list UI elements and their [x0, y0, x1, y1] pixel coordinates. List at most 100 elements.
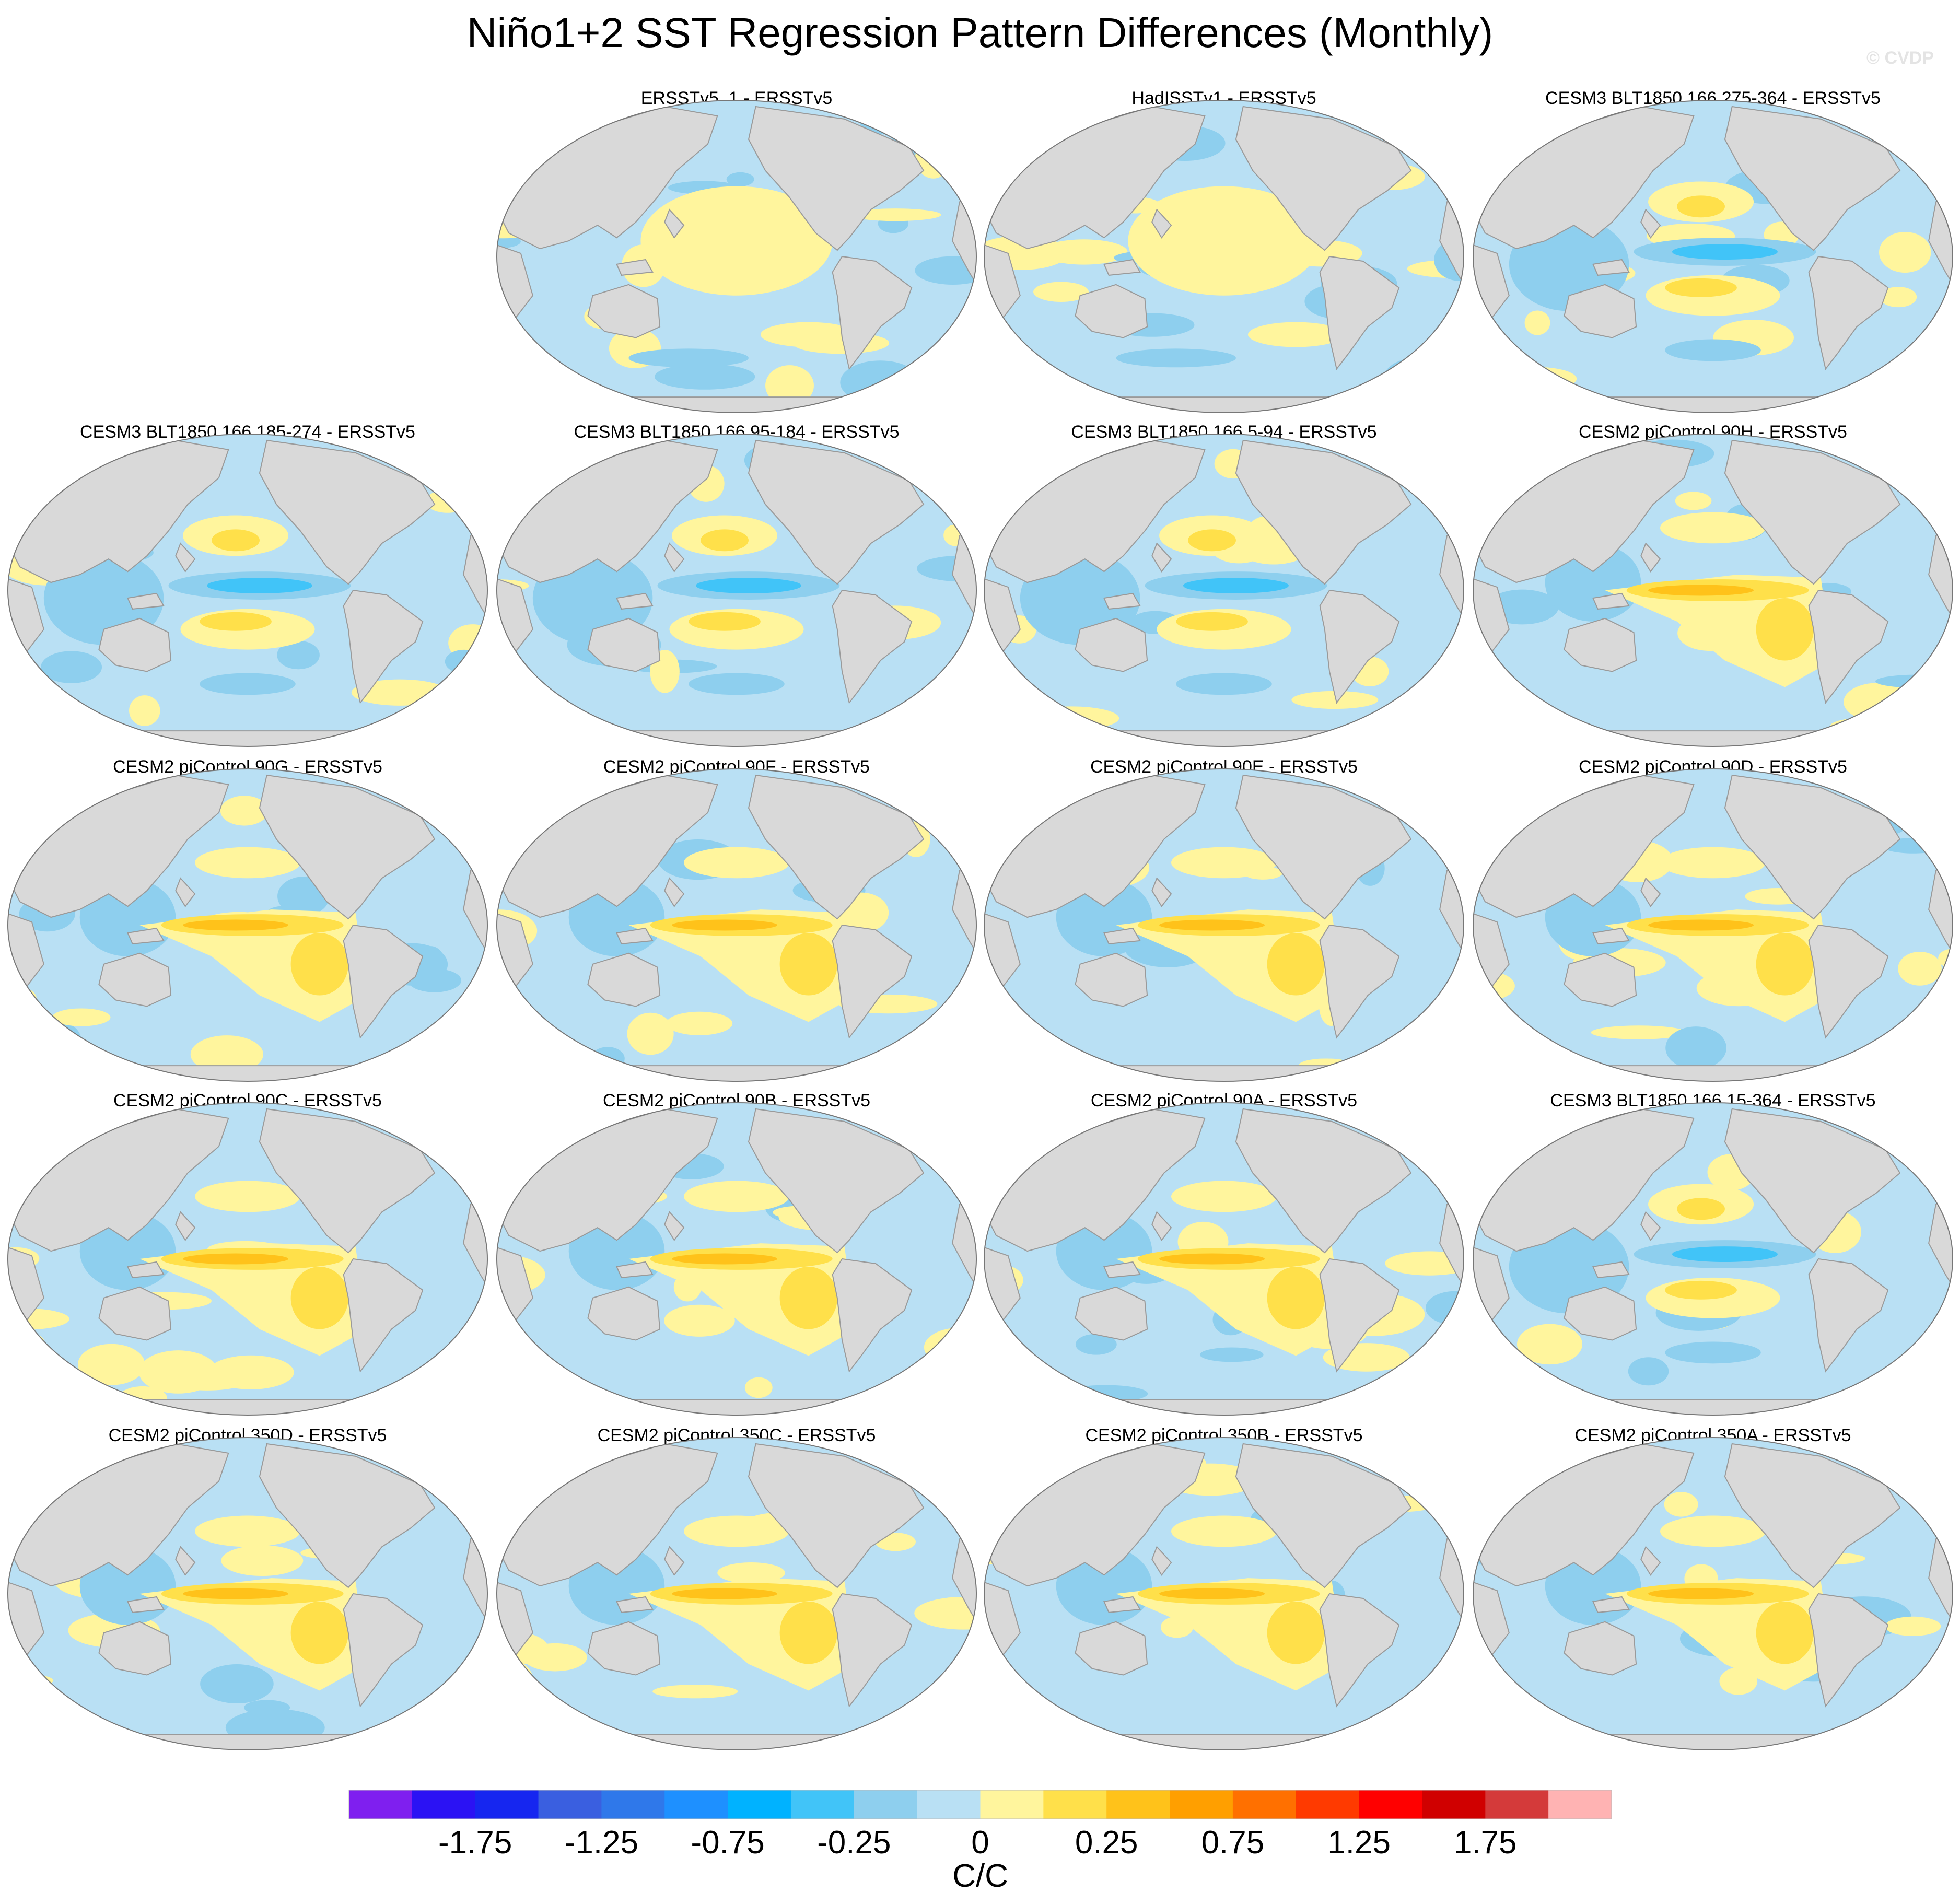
sst-blob	[221, 1545, 304, 1576]
sst-anomaly	[628, 348, 749, 368]
map-outline	[1473, 434, 1953, 747]
sst-anomaly	[1677, 1198, 1725, 1220]
colorbar-tick-label: 1.25	[1327, 1825, 1391, 1861]
sst-blob	[497, 1020, 546, 1049]
map-outline	[7, 1102, 488, 1416]
colorbar-box	[1485, 1790, 1549, 1819]
colorbar-box	[475, 1790, 539, 1819]
map-panel	[1473, 1103, 1953, 1415]
land	[587, 1286, 661, 1341]
sst-blob	[200, 1664, 274, 1704]
sst-blob	[1023, 706, 1119, 730]
land	[587, 284, 661, 338]
sst-blob	[1880, 286, 1917, 308]
sst-blob	[497, 1660, 534, 1704]
sst-blob	[1199, 1347, 1264, 1362]
colorbar-tick-label: 1.75	[1454, 1825, 1517, 1861]
sst-blob	[52, 1008, 111, 1026]
sst-blob	[1830, 717, 1903, 735]
sst-blob	[1473, 971, 1515, 1001]
colorbar-box	[1043, 1790, 1107, 1819]
colorbar-box	[412, 1790, 476, 1819]
sst-blob	[664, 1304, 735, 1337]
land	[1319, 255, 1400, 370]
land	[1640, 1211, 1661, 1241]
colorbar-tick-label: 0.75	[1201, 1825, 1265, 1861]
sst-blob	[717, 1562, 785, 1584]
watermark: © CVDP	[1866, 48, 1934, 68]
sst-anomaly	[1648, 919, 1754, 931]
sst-anomaly	[1660, 1515, 1766, 1547]
colorbar-box	[1232, 1790, 1297, 1819]
land	[984, 240, 1021, 328]
sst-blob	[207, 1355, 294, 1389]
land	[832, 924, 913, 1039]
land	[1564, 284, 1637, 338]
land	[616, 927, 654, 944]
land	[1439, 185, 1464, 306]
sst-blob	[765, 365, 814, 406]
sst-blob	[1473, 1465, 1515, 1504]
sst-anomaly	[1660, 512, 1766, 544]
map-panel	[984, 769, 1464, 1081]
land	[1808, 255, 1889, 370]
sst-blob	[1516, 1324, 1583, 1365]
map-outline	[984, 768, 1464, 1082]
sst-blob	[934, 793, 976, 809]
sst-anomaly	[1648, 1588, 1754, 1599]
land	[664, 1546, 685, 1576]
sst-blob	[1473, 434, 1490, 472]
land	[984, 1577, 1021, 1665]
sst-blob	[726, 172, 754, 186]
sst-anomaly	[1171, 1181, 1277, 1212]
sst-anomaly	[779, 932, 837, 996]
colorbar-box	[980, 1790, 1044, 1819]
land	[175, 1211, 196, 1241]
sst-anomaly	[290, 1601, 348, 1664]
sst-anomaly	[689, 612, 761, 631]
land	[832, 1593, 913, 1708]
sst-blob	[1591, 1025, 1687, 1039]
map-panel	[1473, 434, 1953, 746]
land	[1928, 1522, 1953, 1643]
land	[587, 1621, 661, 1676]
map-panel	[984, 434, 1464, 746]
colorbar-tick-label: -1.75	[438, 1825, 512, 1861]
sst-blob	[78, 1344, 145, 1385]
sst-anomaly	[695, 578, 801, 593]
sst-blob	[1075, 1334, 1117, 1355]
land	[616, 259, 654, 276]
land	[98, 952, 172, 1007]
land	[984, 574, 1021, 661]
land	[1151, 1211, 1172, 1241]
land	[497, 240, 533, 328]
land	[1808, 1258, 1889, 1373]
sst-anomaly	[1660, 847, 1766, 879]
land	[98, 1621, 172, 1676]
land	[1640, 1546, 1661, 1576]
map-panel	[1473, 100, 1953, 413]
land	[1640, 208, 1661, 239]
sst-blob	[666, 1011, 733, 1035]
land	[952, 519, 976, 639]
sst-blob	[1473, 1129, 1515, 1153]
sst-anomaly	[1665, 1280, 1737, 1300]
map-outline	[7, 1437, 488, 1750]
sst-anomaly	[689, 673, 785, 695]
sst-blob	[1473, 774, 1499, 816]
land	[98, 617, 172, 672]
sst-blob	[1898, 951, 1942, 986]
sst-blob	[1885, 1616, 1941, 1636]
land	[587, 617, 661, 672]
land	[343, 589, 424, 704]
land	[832, 1258, 913, 1373]
land	[1564, 1621, 1637, 1676]
colorbar-box	[664, 1790, 728, 1819]
map-outline	[984, 1437, 1464, 1750]
map-outline	[7, 434, 488, 747]
sst-blob	[445, 649, 483, 674]
sst-blob	[984, 159, 1020, 189]
land	[832, 589, 913, 704]
sst-blob	[138, 1350, 218, 1394]
land	[8, 574, 44, 661]
